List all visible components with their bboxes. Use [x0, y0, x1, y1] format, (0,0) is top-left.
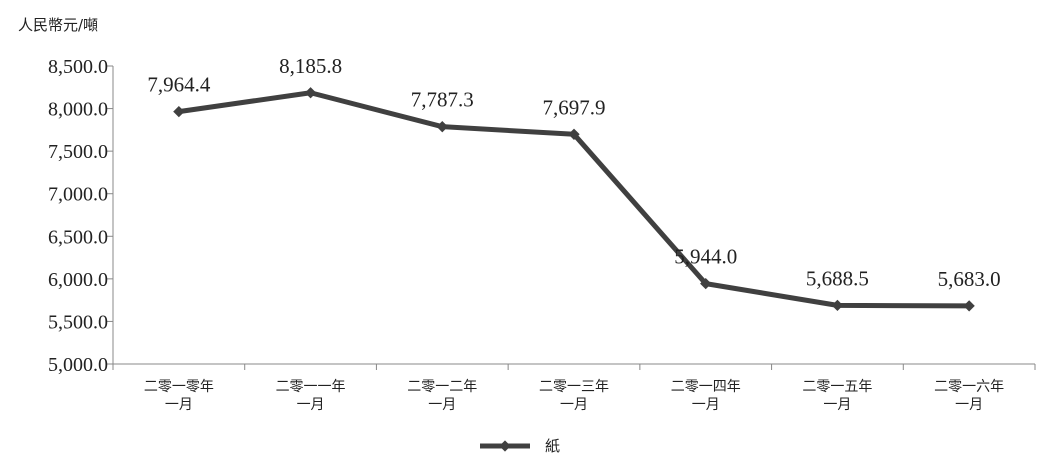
x-tick-label-line: 二零一六年: [934, 379, 1004, 395]
x-tick-label: 二零一三年一月: [539, 379, 609, 413]
y-tick-label: 5,000.0: [48, 354, 108, 376]
x-tick-label-line: 二零一二年: [407, 379, 477, 395]
y-tick-label: 7,000.0: [48, 184, 108, 206]
x-tick-label-line: 二零一五年: [802, 379, 872, 395]
x-axis: 二零一零年一月二零一一年一月二零一二年一月二零一三年一月二零一四年一月二零一五年…: [112, 363, 1036, 413]
data-point-marker: [700, 277, 712, 290]
x-tick-label-line: 二零一四年: [671, 379, 741, 395]
x-tick-label-line: 二零一零年: [144, 379, 214, 395]
data-point-marker: [304, 87, 317, 99]
x-tick-label: 二零一四年一月: [671, 379, 741, 413]
x-tick-label: 二零一零年一月: [144, 379, 214, 413]
data-point-marker: [831, 299, 844, 312]
data-point-marker: [436, 121, 448, 133]
y-tick-label: 8,500.0: [48, 56, 108, 78]
x-tick-label: 二零一六年一月: [934, 379, 1004, 413]
data-label: 5,683.0: [938, 267, 1001, 291]
y-tick-label: 6,000.0: [48, 269, 108, 291]
x-tick-label-line: 一月: [560, 397, 588, 413]
y-tick-label: 5,500.0: [48, 311, 108, 333]
y-axis-unit-label: 人民幣元/噸: [18, 16, 98, 34]
y-tick-label: 7,500.0: [48, 141, 108, 163]
legend: 紙: [480, 437, 560, 453]
data-point-marker: [963, 300, 975, 312]
legend-marker: [499, 440, 511, 452]
series-layer: 7,964.4 8,185.8 7,787.3 7,697.9 5,944.0 5,688…: [147, 54, 1001, 312]
data-label: 7,697.9: [543, 95, 606, 119]
y-tick-label: 6,500.0: [48, 226, 108, 248]
x-tick-label-line: 一月: [297, 397, 325, 413]
data-label: 5,944.0: [674, 245, 737, 269]
data-label: 7,787.3: [411, 88, 474, 112]
x-tick-label: 二零一五年一月: [802, 379, 872, 413]
legend-label: 紙: [545, 437, 560, 453]
y-tick-label: 8,000.0: [48, 99, 108, 121]
data-label: 8,185.8: [279, 54, 342, 78]
data-label: 7,964.4: [147, 73, 211, 97]
x-tick-label-line: 一月: [692, 397, 720, 413]
x-tick-label: 二零一二年一月: [407, 379, 477, 413]
y-axis: 5,000.0 5,500.0 6,000.0 6,500.0 7,000.0 7,500…: [48, 56, 114, 376]
data-label: 5,688.5: [806, 266, 869, 290]
x-tick-label-line: 一月: [823, 397, 851, 413]
x-tick-label-line: 一月: [165, 397, 193, 413]
data-point-marker: [173, 105, 185, 118]
x-tick-label-line: 二零一三年: [539, 379, 609, 395]
x-tick-label-line: 一月: [428, 397, 456, 413]
x-tick-label-line: 二零一一年: [276, 379, 346, 395]
x-tick-label-line: 一月: [955, 397, 983, 413]
data-point-marker: [568, 128, 580, 140]
x-tick-label: 二零一一年一月: [276, 379, 346, 413]
